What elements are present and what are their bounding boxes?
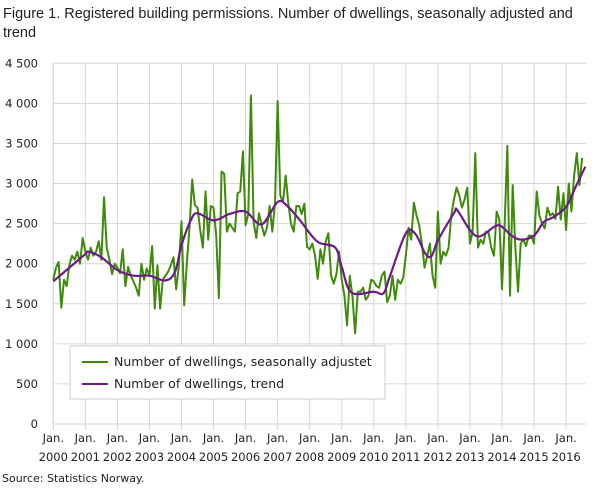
x-tick-label-year: 2007 (263, 450, 292, 464)
legend-label: Number of dwellings, trend (114, 376, 284, 391)
y-tick-label: 500 (16, 377, 38, 391)
series-trend-line (52, 166, 587, 296)
x-tick-label-year: 2000 (39, 450, 68, 464)
y-tick-label: 1 500 (5, 297, 38, 311)
series-seasonally-adjusted-line (52, 94, 584, 335)
y-tick-label: 2 000 (5, 257, 38, 271)
x-tick-label-prefix: Jan. (330, 431, 352, 445)
y-tick-label: 0 (31, 417, 38, 431)
x-tick-label-year: 2014 (487, 450, 516, 464)
x-tick-label-year: 2002 (103, 450, 132, 464)
x-tick-label-prefix: Jan. (362, 431, 384, 445)
y-tick-label: 3 500 (5, 136, 38, 150)
x-tick-label-prefix: Jan. (298, 431, 320, 445)
x-tick-label-prefix: Jan. (554, 431, 576, 445)
y-tick-label: 4 500 (5, 56, 38, 70)
x-tick-label-prefix: Jan. (138, 431, 160, 445)
x-tick-label-year: 2009 (327, 450, 356, 464)
x-tick-label-year: 2005 (199, 450, 228, 464)
chart-source: Source: Statistics Norway. (2, 472, 145, 485)
y-tick-label: 1 000 (5, 337, 38, 351)
y-tick-label: 3 000 (5, 177, 38, 191)
x-tick-label-year: 2015 (519, 450, 548, 464)
x-tick-label-prefix: Jan. (74, 431, 96, 445)
legend-label: Number of dwellings, seasonally adjustet (114, 354, 372, 369)
y-tick-label: 4 000 (5, 96, 38, 110)
x-tick-label-year: 2004 (167, 450, 196, 464)
x-tick-label-prefix: Jan. (266, 431, 288, 445)
x-tick-label-year: 2003 (135, 450, 164, 464)
x-tick-label-prefix: Jan. (522, 431, 544, 445)
x-tick-label-year: 2016 (551, 450, 580, 464)
x-tick-label-year: 2008 (295, 450, 324, 464)
x-tick-label-prefix: Jan. (458, 431, 480, 445)
x-tick-label-prefix: Jan. (106, 431, 128, 445)
x-tick-label-year: 2013 (455, 450, 484, 464)
x-tick-label-prefix: Jan. (170, 431, 192, 445)
x-tick-label-prefix: Jan. (490, 431, 512, 445)
x-tick-label-prefix: Jan. (202, 431, 224, 445)
x-tick-label-prefix: Jan. (394, 431, 416, 445)
x-tick-label-year: 2001 (71, 450, 100, 464)
x-tick-label-prefix: Jan. (426, 431, 448, 445)
x-tick-label-year: 2006 (231, 450, 260, 464)
x-tick-label-year: 2012 (423, 450, 452, 464)
y-tick-label: 2 500 (5, 217, 38, 231)
x-tick-label-prefix: Jan. (234, 431, 256, 445)
legend-box (69, 345, 386, 400)
x-tick-label-year: 2011 (391, 450, 420, 464)
chart-title: Figure 1. Registered building permission… (3, 6, 573, 41)
x-tick-label-prefix: Jan. (42, 431, 64, 445)
x-tick-label-year: 2010 (359, 450, 388, 464)
